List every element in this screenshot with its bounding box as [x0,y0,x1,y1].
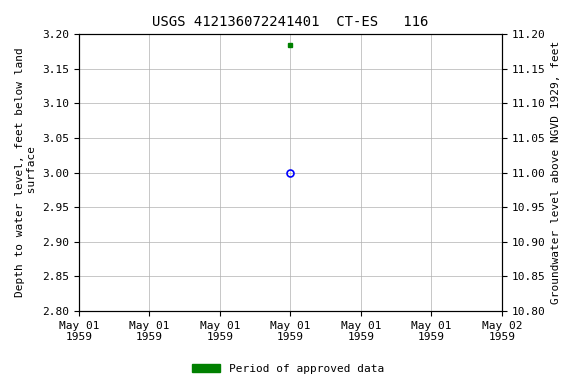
Y-axis label: Depth to water level, feet below land
 surface: Depth to water level, feet below land su… [15,48,37,298]
Title: USGS 412136072241401  CT-ES   116: USGS 412136072241401 CT-ES 116 [152,15,429,29]
Legend: Period of approved data: Period of approved data [188,359,388,379]
Y-axis label: Groundwater level above NGVD 1929, feet: Groundwater level above NGVD 1929, feet [551,41,561,304]
